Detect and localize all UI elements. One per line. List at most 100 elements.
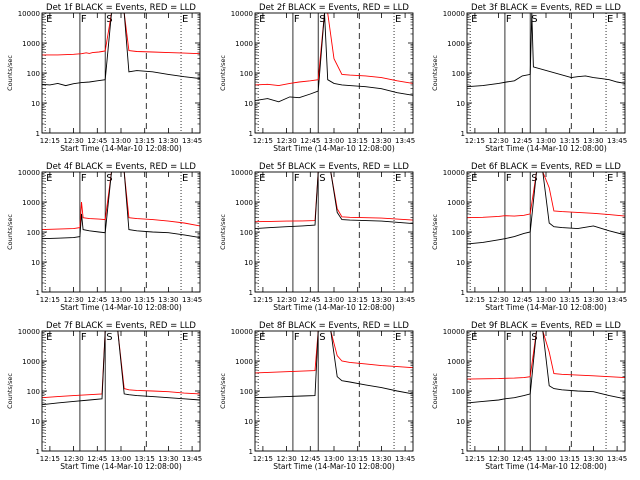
y-tick-label: 1 [36,289,40,297]
y-tick-label: 10000 [231,10,253,18]
x-tick-label: 12:15 [40,137,60,145]
chart-title: Det 4f BLACK = Events, RED = LLD [46,162,196,172]
x-tick-label: 13:00 [536,137,556,145]
time-marker-label: E [182,14,188,25]
x-tick-label: 12:30 [489,296,509,304]
x-axis-label: Start Time (14-Mar-10 12:08:00) [485,462,607,471]
time-marker-label: E [395,173,401,184]
chart-title: Det 9f BLACK = Events, RED = LLD [471,321,621,331]
x-tick-label: 13:30 [158,137,178,145]
y-tick-label: 1 [249,130,253,138]
time-marker-label: S [531,173,537,184]
y-tick-label: 10 [456,100,465,108]
y-tick-label: 10000 [231,328,253,336]
time-marker-label: E [471,173,477,184]
time-marker-label: E [259,14,265,25]
time-marker-label: E [471,14,477,25]
time-marker-label: S [106,173,112,184]
y-tick-label: 10 [31,100,40,108]
plot-frame [41,171,201,293]
x-tick-label: 12:45 [87,137,107,145]
x-tick-label: 12:15 [40,296,60,304]
time-marker-label: F [506,14,512,25]
x-tick-label: 13:30 [583,296,603,304]
x-axis-label: Start Time (14-Mar-10 12:08:00) [60,303,182,312]
x-tick-label: 12:45 [512,296,532,304]
y-axis-label: Counts/sec [431,373,439,409]
y-tick-label: 100 [27,70,40,78]
y-tick-label: 1 [461,289,465,297]
time-marker-label: S [319,332,325,343]
time-marker-label: E [395,332,401,343]
y-tick-label: 10 [31,418,40,426]
time-marker-label: F [294,173,300,184]
y-tick-label: 10000 [443,10,465,18]
x-tick-label: 12:45 [87,455,107,463]
y-tick-label: 10 [244,418,253,426]
x-axis-label: Start Time (14-Mar-10 12:08:00) [273,303,395,312]
x-tick-label: 13:45 [395,455,415,463]
x-tick-label: 13:00 [536,296,556,304]
y-tick-label: 1 [461,130,465,138]
y-tick-label: 10000 [443,328,465,336]
series-line-1 [42,331,200,399]
x-tick-label: 12:45 [512,455,532,463]
x-tick-label: 13:00 [111,455,131,463]
chart-title: Det 8f BLACK = Events, RED = LLD [259,321,409,331]
x-tick-label: 13:30 [371,137,391,145]
x-tick-label: 13:15 [135,137,155,145]
y-tick-label: 1000 [447,358,465,366]
y-tick-label: 1 [36,130,40,138]
x-tick-label: 12:15 [253,296,273,304]
series-line-2 [255,172,413,230]
y-tick-label: 10 [456,418,465,426]
x-tick-label: 12:15 [465,455,485,463]
x-tick-label: 12:30 [489,137,509,145]
time-marker-label: E [46,173,52,184]
time-marker-label: E [471,332,477,343]
y-tick-label: 1000 [235,40,253,48]
y-tick-label: 1000 [22,40,40,48]
x-tick-label: 13:15 [348,296,368,304]
x-tick-label: 13:30 [371,296,391,304]
series-line-2 [467,172,625,245]
y-axis-label: Counts/sec [6,55,14,91]
y-tick-label: 10 [456,259,465,267]
y-tick-label: 10 [244,100,253,108]
series-line-1 [255,172,413,223]
y-tick-label: 1000 [447,40,465,48]
chart-title: Det 3f BLACK = Events, RED = LLD [471,3,621,13]
y-tick-label: 10000 [18,10,40,18]
x-tick-label: 13:15 [560,455,580,463]
y-tick-label: 1000 [235,358,253,366]
plot-frame [254,171,414,293]
y-tick-label: 1000 [447,199,465,207]
time-marker-label: F [81,332,87,343]
y-axis-label: Counts/sec [219,55,227,91]
x-tick-label: 13:45 [182,455,202,463]
time-marker-label: E [46,14,52,25]
plot-frame [41,12,201,134]
x-tick-label: 13:45 [607,137,627,145]
x-tick-label: 12:45 [300,455,320,463]
x-tick-label: 12:30 [489,455,509,463]
y-tick-label: 100 [27,388,40,396]
x-tick-label: 12:15 [40,455,60,463]
chart-title: Det 6f BLACK = Events, RED = LLD [471,162,621,172]
x-tick-label: 13:45 [607,296,627,304]
time-marker-label: S [319,14,325,25]
time-marker-label: E [259,332,265,343]
chart-panel-6: Det 6f BLACK = Events, RED = LLD 1 10 100 10… [431,162,627,312]
y-tick-label: 10 [244,259,253,267]
time-marker-label: S [531,14,537,25]
chart-panel-4: Det 4f BLACK = Events, RED = LLD 1 10 100 10… [6,162,202,312]
x-tick-label: 13:00 [324,455,344,463]
x-tick-label: 13:15 [348,137,368,145]
x-axis-label: Start Time (14-Mar-10 12:08:00) [60,144,182,153]
y-tick-label: 10000 [443,169,465,177]
series-line-1 [467,331,625,380]
y-tick-label: 1 [249,289,253,297]
series-line-1 [467,13,625,88]
time-marker-label: F [81,173,87,184]
chart-title: Det 5f BLACK = Events, RED = LLD [259,162,409,172]
